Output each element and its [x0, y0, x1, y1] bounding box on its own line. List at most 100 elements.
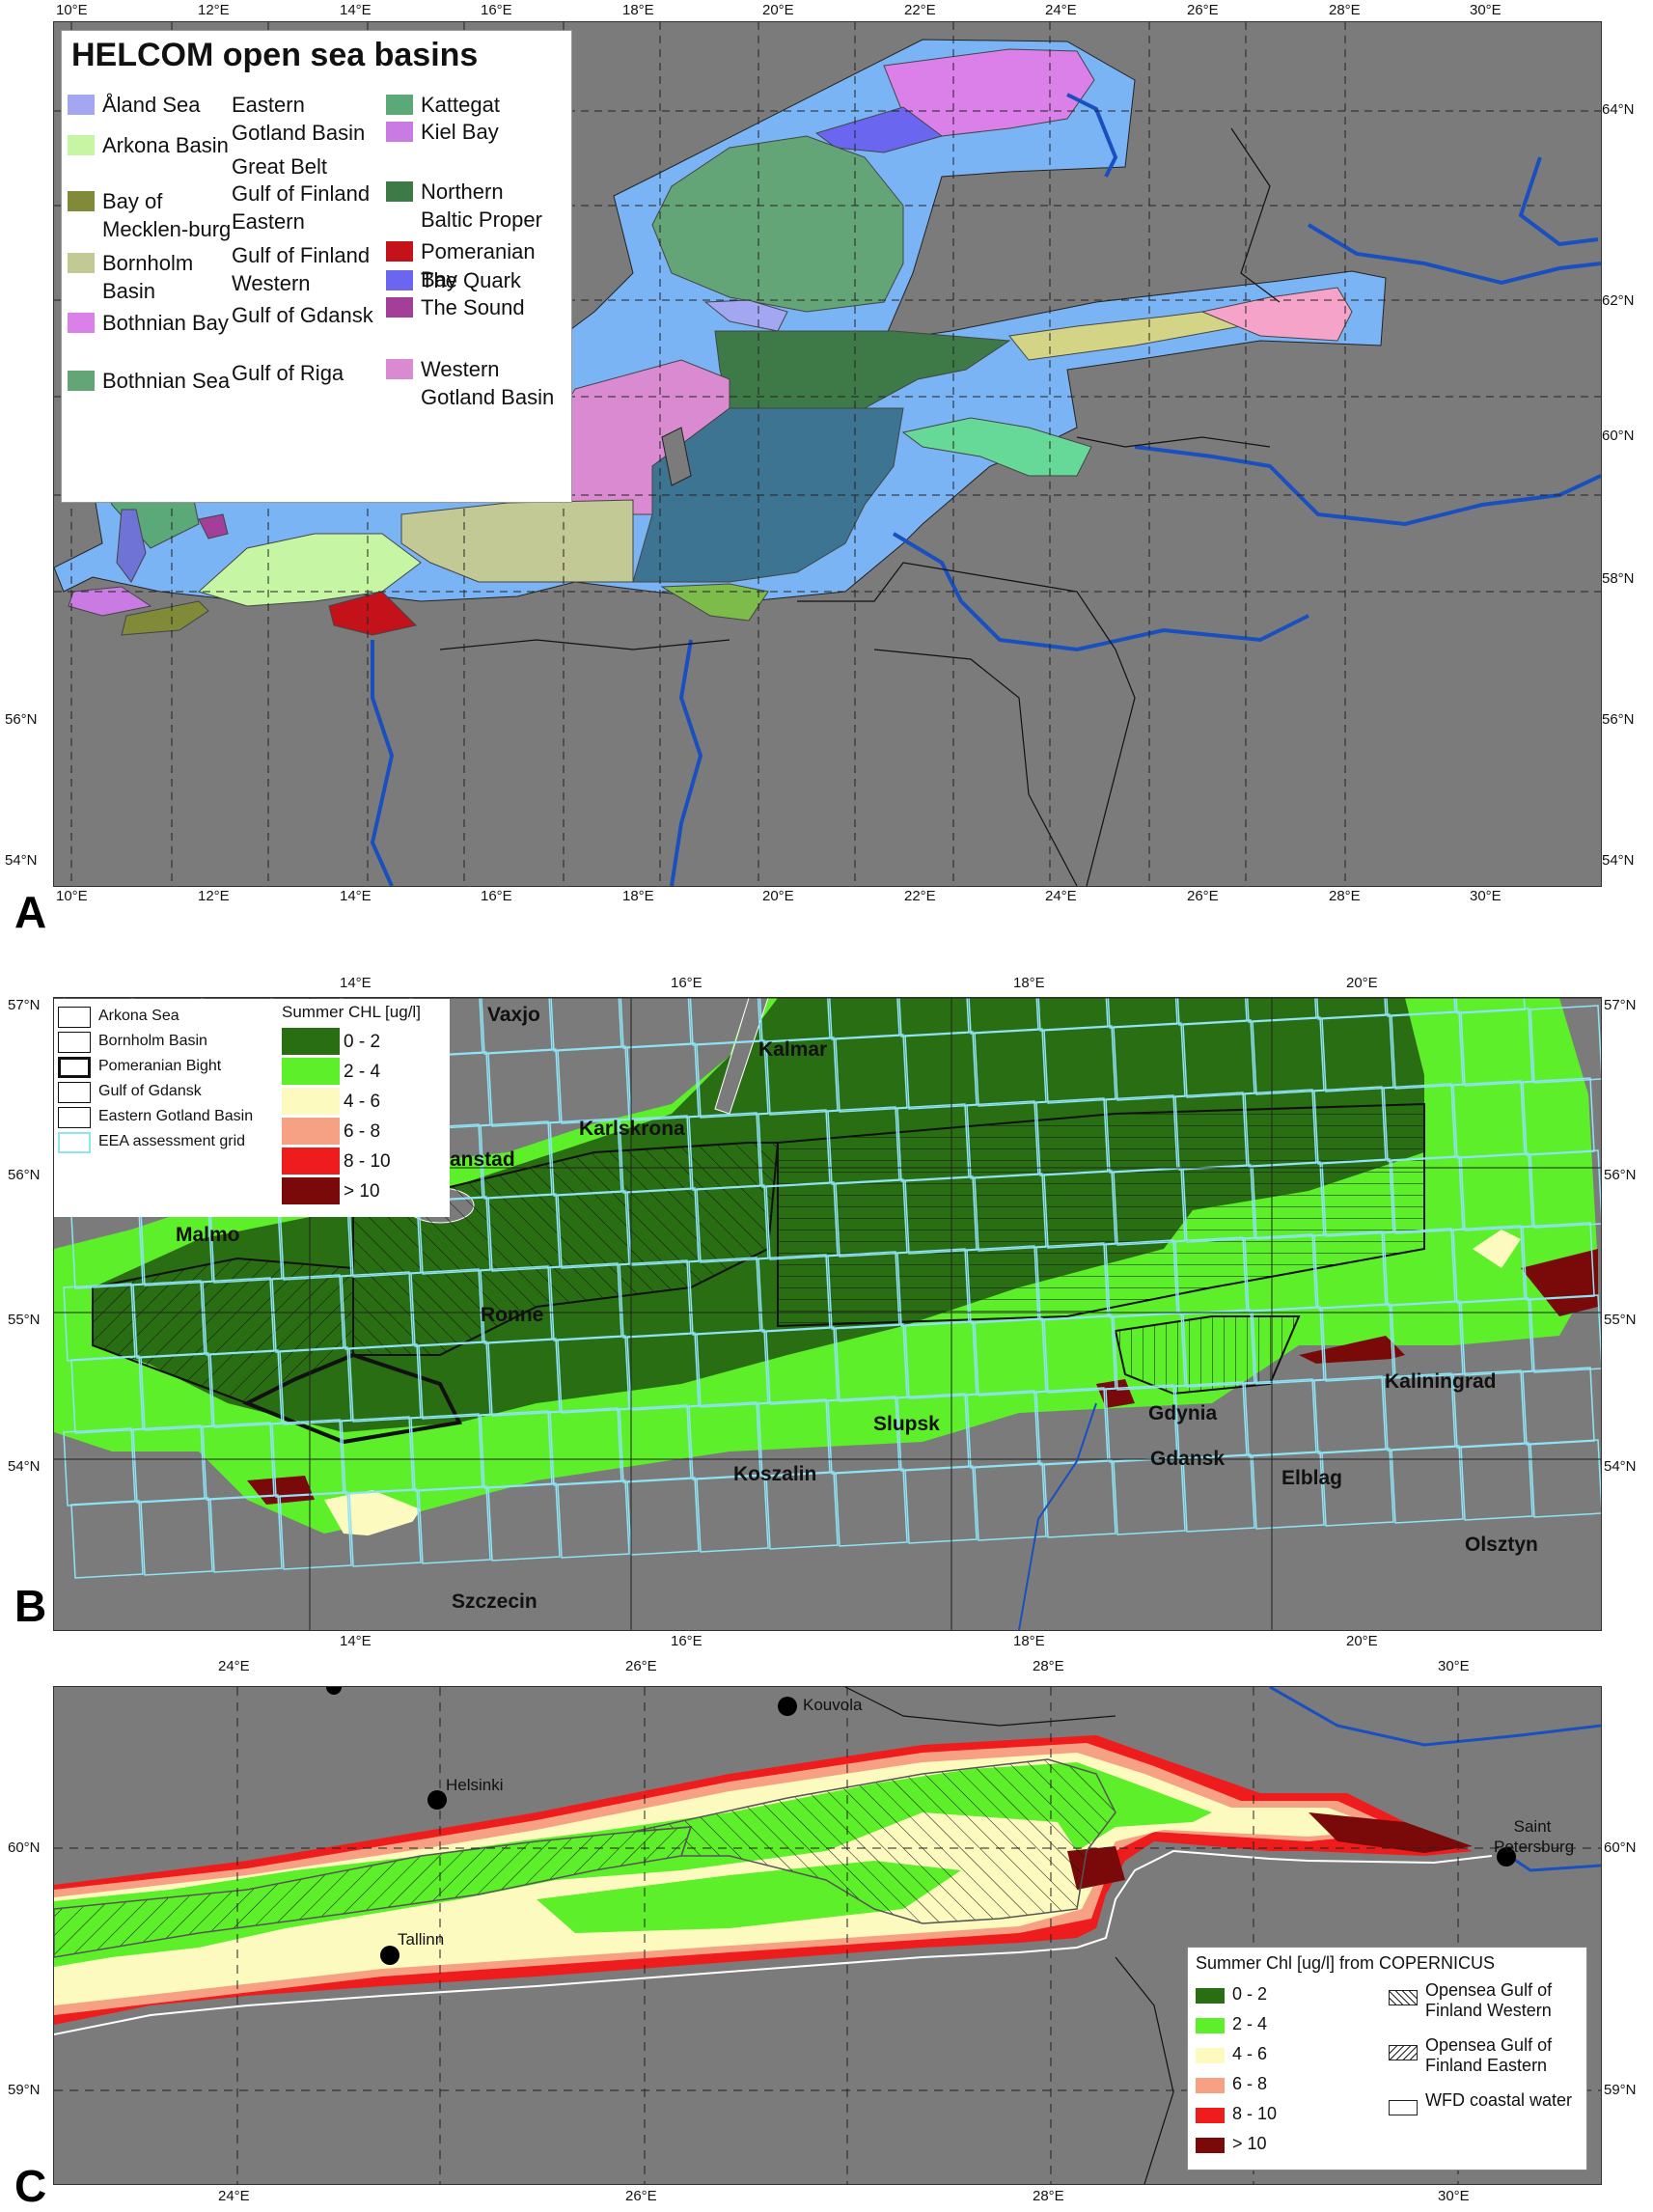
eea-grid-cell	[132, 1424, 206, 1504]
eea-grid-cell	[480, 1120, 553, 1200]
basin-kiel-bay	[68, 586, 152, 617]
c-xtick-top: 30°E	[1438, 1658, 1470, 1674]
legend-swatch	[282, 1177, 340, 1204]
panel-b-legend: Arkona Sea Bornholm Basin Pomeranian Bight…	[54, 999, 450, 1217]
b-xtick-bottom: 20°E	[1346, 1633, 1378, 1649]
b-xtick-top: 14°E	[340, 975, 372, 991]
b-xtick-top: 20°E	[1346, 975, 1378, 991]
a-xtick-bottom: 14°E	[340, 888, 372, 904]
a-xtick-bottom: 22°E	[904, 888, 936, 904]
eea-grid-cell	[1182, 1453, 1255, 1533]
panel-c-label: C	[14, 2161, 47, 2211]
basin-eastern-gotland-basin	[632, 407, 904, 583]
eea-grid-cell	[70, 1500, 144, 1579]
legend-label: 2 - 4	[344, 1062, 381, 1082]
b-ytick-left: 57°N	[8, 997, 41, 1013]
panel-b-label: B	[14, 1581, 47, 1631]
c-ytick-right: 59°N	[1604, 2082, 1637, 2098]
c-xtick-top: 26°E	[625, 1658, 657, 1674]
city-dot	[778, 1697, 797, 1716]
a-xtick-bottom: 28°E	[1329, 888, 1361, 904]
legend-swatch	[282, 1147, 340, 1175]
city-label: Malmo	[176, 1224, 240, 1246]
basin-bay-of-mecklenburg	[121, 600, 209, 636]
legend-label: 4 - 6	[344, 1092, 381, 1112]
a-xtick-top: 22°E	[904, 2, 936, 18]
eea-grid-cell	[1174, 1236, 1248, 1315]
eea-grid-cell	[480, 1410, 553, 1489]
eea-grid-cell	[1313, 1086, 1387, 1165]
river	[1269, 1685, 1602, 1747]
eea-grid-cell	[1105, 1094, 1178, 1174]
eea-grid-cell	[1460, 1442, 1533, 1521]
land	[54, 1336, 1601, 1630]
city-label: Saint Petersburg	[1494, 1817, 1575, 1856]
panel-a-map-canvas	[53, 22, 1602, 887]
legend-label: WFD coastal water	[1425, 2090, 1573, 2110]
legend-label: 6 - 8	[344, 1121, 381, 1142]
legend-label: Gulf of Gdansk	[98, 1083, 202, 1099]
legend-label: Gulf of Riga	[232, 361, 344, 385]
eea-grid-cell	[1522, 1367, 1595, 1446]
city-label: Szczecin	[452, 1590, 537, 1613]
legend-swatch	[58, 1107, 91, 1128]
eea-grid-cell	[827, 1251, 900, 1330]
eea-grid-cell	[132, 1280, 206, 1359]
c-xtick-bottom: 28°E	[1033, 2188, 1064, 2204]
eea-grid-cell	[966, 1100, 1039, 1179]
chl-4-6-zone	[1473, 1230, 1521, 1268]
eea-grid-cell	[1452, 1080, 1526, 1159]
country-border	[439, 127, 1281, 887]
a-xtick-bottom: 18°E	[622, 888, 654, 904]
eea-grid-cell	[1383, 1372, 1456, 1452]
c-xtick-top: 28°E	[1033, 1658, 1064, 1674]
legend-swatch	[58, 1007, 91, 1028]
eea-grid-cell	[271, 1274, 344, 1353]
legend-swatch	[58, 1057, 91, 1078]
area-pomeranian-bight	[242, 1352, 462, 1445]
c-ytick-left: 59°N	[8, 2082, 41, 2098]
legend-swatch	[68, 95, 95, 115]
graticule	[54, 22, 1601, 886]
eea-grid-cell	[1113, 1456, 1186, 1535]
eea-grid-cell	[549, 1407, 622, 1486]
legend-swatch	[282, 1028, 340, 1055]
eea-grid-cell	[1321, 1448, 1394, 1527]
eea-grid-cell	[63, 1427, 136, 1507]
legend-swatch	[68, 191, 95, 211]
a-xtick-bottom: 24°E	[1045, 888, 1077, 904]
c-xtick-bottom: 30°E	[1438, 2188, 1470, 2204]
eea-grid-cell	[1105, 1239, 1178, 1318]
legend-label: > 10	[344, 1181, 380, 1202]
legend-label: 6 - 8	[1232, 2074, 1268, 2093]
eea-grid-cell	[1035, 1242, 1109, 1321]
basin-aland-sea	[703, 299, 788, 332]
legend-swatch	[1196, 2048, 1225, 2063]
city-label: Koszalin	[733, 1463, 817, 1485]
legend-label: The Quark	[421, 268, 521, 292]
legend-label: Åland Sea	[102, 93, 201, 117]
wfd-coastline	[53, 1849, 1493, 2035]
legend-swatch	[68, 313, 95, 333]
legend-swatch	[386, 181, 413, 202]
a-xtick-bottom: 12°E	[198, 888, 230, 904]
legend-label: > 10	[1232, 2134, 1267, 2153]
city-label: Kouvola	[803, 1696, 863, 1714]
legend-label: 0 - 2	[1232, 1984, 1268, 2004]
a-ytick-right: 64°N	[1602, 101, 1635, 118]
legend-label: EEA assessment grid	[98, 1133, 246, 1149]
legend-swatch	[58, 1032, 91, 1053]
panel-a-legend: HELCOM open sea basins Åland Sea Arkona B…	[61, 30, 572, 503]
b-ytick-left: 56°N	[8, 1167, 41, 1183]
panel-c-legend-title: Summer Chl [ug/l] from COPERNICUS	[1196, 1953, 1496, 1973]
legend-label: Pomeranian Bight	[98, 1058, 222, 1074]
panel-c-legend: Summer Chl [ug/l] from COPERNICUS 0 - 2 2…	[1187, 1947, 1587, 2171]
eea-grid-cell	[271, 1419, 344, 1498]
eea-grid-cell	[827, 1106, 900, 1185]
legend-label: Eastern Gotland Basin	[98, 1108, 254, 1124]
legend-label: Bornholm Basin	[98, 1033, 207, 1049]
c-ytick-left: 60°N	[8, 1839, 41, 1856]
legend-label: Great Belt	[232, 154, 328, 179]
area-gulf-of-gdansk	[1114, 1315, 1301, 1396]
legend-label: Bay of Mecklen-burg	[102, 189, 232, 241]
